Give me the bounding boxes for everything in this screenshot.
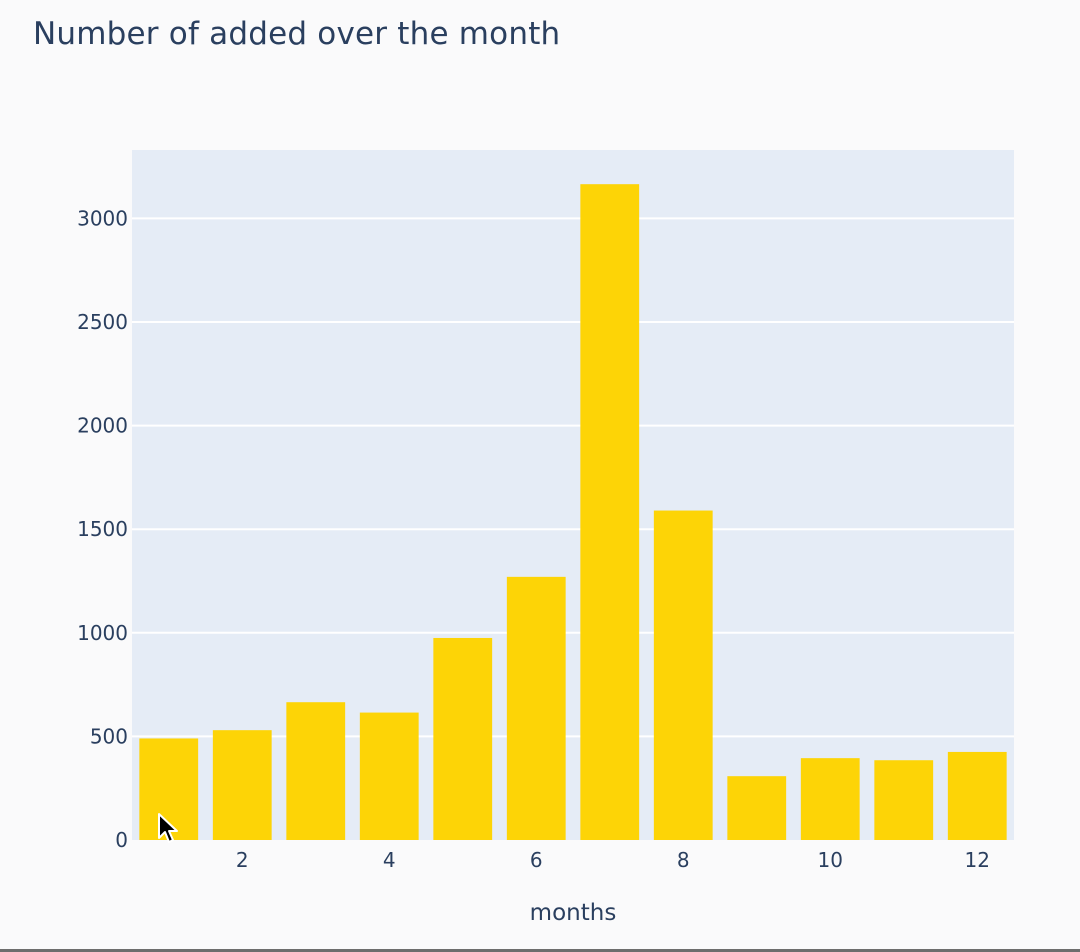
arrow-pointer-icon: [158, 813, 178, 843]
x-tick-label: 2: [236, 848, 249, 872]
bar[interactable]: [433, 637, 493, 840]
bar[interactable]: [212, 730, 272, 840]
bar[interactable]: [653, 510, 713, 840]
bottom-border: [0, 949, 1080, 952]
chart-title: Number of added over the month: [33, 16, 561, 52]
bar[interactable]: [506, 576, 566, 840]
y-tick-label: 3000: [77, 206, 128, 230]
bar[interactable]: [727, 776, 787, 840]
y-tick-label: 0: [115, 828, 128, 852]
x-axis-ticks: 2 4 6 8 10 12: [236, 848, 990, 872]
x-tick-label: 10: [818, 848, 843, 872]
bar[interactable]: [800, 758, 860, 840]
gridlines: [132, 217, 1014, 738]
y-axis-ticks: 0 500 1000 1500 2000 2500 3000: [77, 206, 128, 852]
x-tick-label: 4: [383, 848, 396, 872]
y-tick-label: 500: [90, 724, 128, 748]
x-tick-label: 8: [677, 848, 690, 872]
y-tick-label: 1000: [77, 621, 128, 645]
plot-area: [132, 150, 1014, 840]
bar[interactable]: [947, 751, 1007, 840]
bar[interactable]: [580, 184, 640, 840]
bar[interactable]: [359, 712, 419, 840]
bar[interactable]: [286, 702, 346, 840]
y-tick-label: 2000: [77, 414, 128, 438]
x-tick-label: 6: [530, 848, 543, 872]
x-axis-title: months: [530, 900, 617, 926]
x-tick-label: 12: [965, 848, 990, 872]
y-tick-label: 2500: [77, 310, 128, 334]
bar[interactable]: [874, 760, 934, 840]
y-tick-label: 1500: [77, 517, 128, 541]
